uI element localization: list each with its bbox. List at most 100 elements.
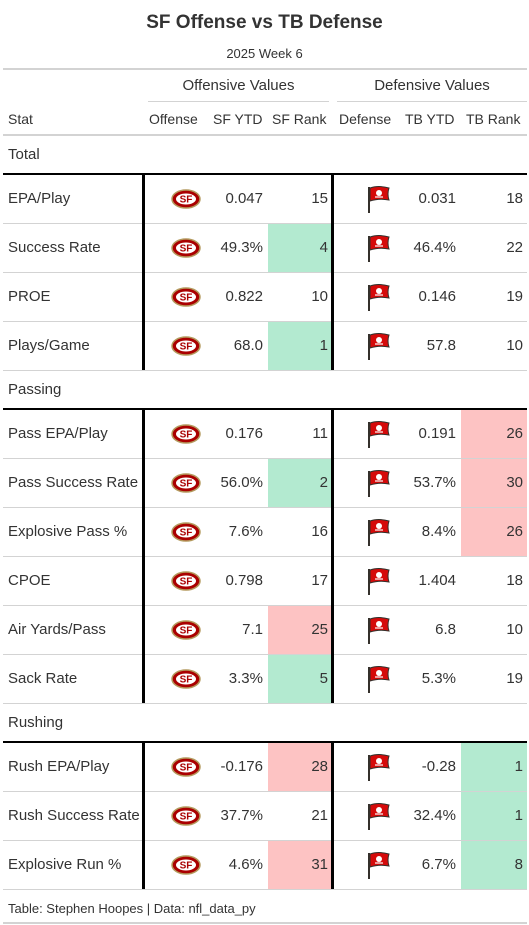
- tb-buccaneers-flag-logo-icon: [363, 468, 391, 503]
- row-divider: [3, 605, 527, 606]
- sf-rank-value: 17: [311, 572, 328, 589]
- table-row: Rush EPA/Play SF -0.176 28 -0.28 1: [3, 743, 527, 791]
- svg-text:SF: SF: [180, 861, 193, 872]
- sf-ytd-value: 0.047: [225, 190, 263, 207]
- tb-buccaneers-flag-logo-icon: [363, 282, 391, 317]
- header-divider: [3, 134, 527, 136]
- tb-ytd-value: 32.4%: [413, 807, 456, 824]
- stat-label: Pass EPA/Play: [8, 425, 108, 442]
- sf-49ers-logo-icon: SF: [171, 757, 201, 782]
- row-divider: [3, 791, 527, 792]
- stat-label: Air Yards/Pass: [8, 621, 106, 638]
- tb-rank-value: 19: [506, 670, 523, 687]
- sf-rank-value: 21: [311, 807, 328, 824]
- stat-label: Plays/Game: [8, 337, 90, 354]
- sf-49ers-logo-icon: SF: [171, 287, 201, 312]
- table-row: PROE SF 0.822 10 0.146 19: [3, 273, 527, 321]
- sf-ytd-value: 4.6%: [228, 856, 263, 873]
- col-stat: Stat: [8, 111, 33, 127]
- group-row-passing: Passing: [3, 371, 527, 410]
- col-defense: Defense: [339, 111, 392, 127]
- table-row: Explosive Pass % SF 7.6% 16 8.4% 26: [3, 508, 527, 556]
- row-divider: [3, 889, 527, 890]
- table-row: Sack Rate SF 3.3% 5 5.3% 19: [3, 655, 527, 703]
- sf-49ers-logo-icon: SF: [171, 620, 201, 645]
- sf-ytd-value: 3.3%: [228, 670, 263, 687]
- tb-buccaneers-flag-logo-icon: [363, 664, 391, 699]
- tb-rank-highlight: [461, 841, 527, 889]
- svg-text:SF: SF: [180, 430, 193, 441]
- row-divider: [3, 703, 527, 704]
- svg-text:SF: SF: [180, 244, 193, 255]
- tb-buccaneers-flag-logo-icon: [363, 331, 391, 366]
- stat-label: Explosive Pass %: [8, 523, 128, 540]
- sf-rank-value: 28: [311, 758, 328, 775]
- table-footer: Table: Stephen Hoopes | Data: nfl_data_p…: [8, 901, 256, 916]
- svg-text:SF: SF: [180, 195, 193, 206]
- sf-rank-highlight: [268, 322, 332, 370]
- sf-49ers-logo-icon: SF: [171, 522, 201, 547]
- svg-text:SF: SF: [180, 763, 193, 774]
- tb-ytd-value: 0.146: [418, 288, 456, 305]
- spanner-defensive-rule: [337, 101, 527, 102]
- sf-ytd-value: 0.176: [225, 425, 263, 442]
- sf-rank-highlight: [268, 743, 332, 791]
- col-sf-ytd: SF YTD: [213, 111, 263, 127]
- tb-rank-highlight: [461, 459, 527, 507]
- row-divider: [3, 654, 527, 655]
- tb-ytd-value: 46.4%: [413, 239, 456, 256]
- tb-buccaneers-flag-logo-icon: [363, 566, 391, 601]
- svg-text:SF: SF: [180, 812, 193, 823]
- sf-ytd-value: 0.822: [225, 288, 263, 305]
- table-subtitle: 2025 Week 6: [226, 46, 303, 61]
- sf-49ers-logo-icon: SF: [171, 855, 201, 880]
- row-divider: [3, 223, 527, 224]
- table-row: Explosive Run % SF 4.6% 31 6.7% 8: [3, 841, 527, 889]
- sf-ytd-value: 49.3%: [220, 239, 263, 256]
- stat-label: Rush Success Rate: [8, 807, 140, 824]
- stat-label: Success Rate: [8, 239, 101, 256]
- sf-rank-value: 11: [312, 425, 328, 442]
- group-row-total: Total: [3, 136, 527, 175]
- sf-49ers-logo-icon: SF: [171, 424, 201, 449]
- tb-rank-value: 19: [506, 288, 523, 305]
- sf-ytd-value: 7.1: [242, 621, 263, 638]
- stat-label: Sack Rate: [8, 670, 78, 687]
- tb-rank-highlight: [461, 410, 527, 458]
- sf-49ers-logo-icon: SF: [171, 189, 201, 214]
- group-label: Passing: [8, 381, 62, 398]
- tb-buccaneers-flag-logo-icon: [363, 615, 391, 650]
- group-top-rule: [3, 741, 527, 743]
- stat-label: Explosive Run %: [8, 856, 122, 873]
- tb-rank-value: 18: [506, 572, 523, 589]
- table-row: Air Yards/Pass SF 7.1 25 6.8 10: [3, 606, 527, 654]
- tb-rank-value: 10: [506, 337, 523, 354]
- sf-rank-highlight: [268, 841, 332, 889]
- sf-rank-value: 31: [311, 856, 328, 873]
- sf-ytd-value: 0.798: [225, 572, 263, 589]
- row-divider: [3, 321, 527, 322]
- sf-rank-highlight: [268, 655, 332, 703]
- row-divider: [3, 507, 527, 508]
- tb-rank-value: 1: [514, 807, 523, 824]
- tb-rank-highlight: [461, 743, 527, 791]
- stat-label: EPA/Play: [8, 190, 71, 207]
- offense-divider: [142, 743, 145, 889]
- defense-divider: [331, 175, 334, 370]
- sf-49ers-logo-icon: SF: [171, 336, 201, 361]
- group-top-rule: [3, 408, 527, 410]
- row-divider: [3, 458, 527, 459]
- group-top-rule: [3, 173, 527, 175]
- sf-rank-highlight: [268, 224, 332, 272]
- offense-divider: [142, 175, 145, 370]
- col-tb-rank: TB Rank: [466, 111, 521, 127]
- table-row: Plays/Game SF 68.0 1 57.8 10: [3, 322, 527, 370]
- group-label: Total: [8, 146, 40, 163]
- svg-text:SF: SF: [180, 342, 193, 353]
- top-divider: [3, 68, 527, 70]
- stat-label: Pass Success Rate: [8, 474, 139, 491]
- row-divider: [3, 840, 527, 841]
- stat-label: Rush EPA/Play: [8, 758, 110, 775]
- tb-rank-value: 30: [506, 474, 523, 491]
